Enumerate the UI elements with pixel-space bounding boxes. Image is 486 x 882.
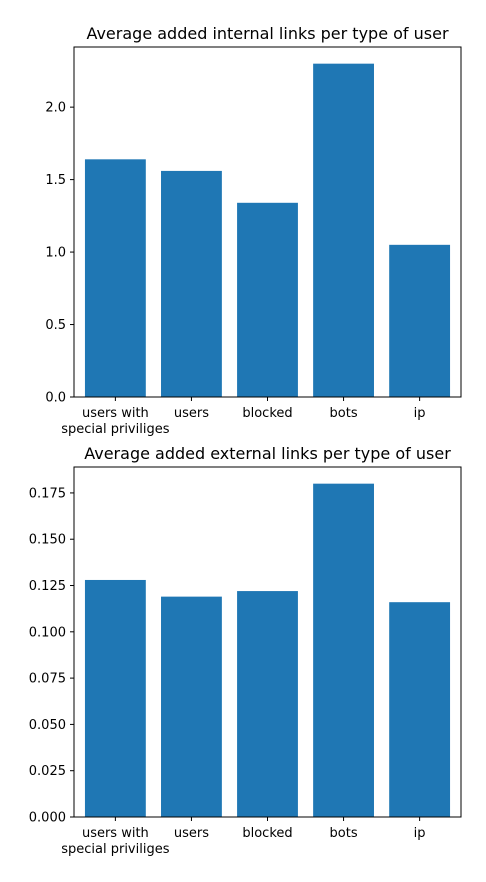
internal-links-chart: Average added internal links per type of… <box>45 24 462 437</box>
y-tick-label: 2.0 <box>45 101 66 116</box>
bar <box>313 483 374 817</box>
bar <box>84 579 146 817</box>
y-tick-label: 0.100 <box>29 625 66 640</box>
chart-title: Average added external links per type of… <box>84 444 451 463</box>
bar <box>313 63 374 398</box>
bar <box>84 159 146 397</box>
y-tick-label: 0.025 <box>29 764 66 779</box>
x-tick-label: users <box>174 406 209 421</box>
bar <box>161 596 222 817</box>
x-tick-label: users with special priviliges <box>61 826 169 857</box>
y-tick-label: 0.000 <box>29 811 66 826</box>
x-tick-label: blocked <box>242 826 292 841</box>
y-tick-label: 1.5 <box>45 173 66 188</box>
y-tick-label: 1.0 <box>45 246 66 261</box>
x-tick-label: users with special priviliges <box>61 406 169 437</box>
y-tick-label: 0.0 <box>45 391 66 406</box>
axes-frame <box>73 466 462 818</box>
bar <box>389 244 451 397</box>
y-tick-label: 0.125 <box>29 579 66 594</box>
bar <box>237 591 298 817</box>
chart-title: Average added internal links per type of… <box>86 24 449 43</box>
bar <box>237 202 298 397</box>
x-tick-label: bots <box>330 406 358 421</box>
y-tick-label: 0.150 <box>29 533 66 548</box>
x-tick-label: users <box>174 826 209 841</box>
x-tick-label: bots <box>330 826 358 841</box>
external-links-chart: Average added external links per type of… <box>29 444 462 857</box>
y-tick-label: 0.050 <box>29 718 66 733</box>
x-tick-label: blocked <box>242 406 292 421</box>
axes-frame <box>73 46 462 398</box>
y-tick-label: 0.175 <box>29 486 66 501</box>
bar <box>161 170 222 397</box>
y-tick-label: 0.5 <box>45 318 66 333</box>
bar <box>389 602 451 817</box>
x-tick-label: ip <box>414 406 426 421</box>
x-tick-label: ip <box>414 826 426 841</box>
y-tick-label: 0.075 <box>29 672 66 687</box>
